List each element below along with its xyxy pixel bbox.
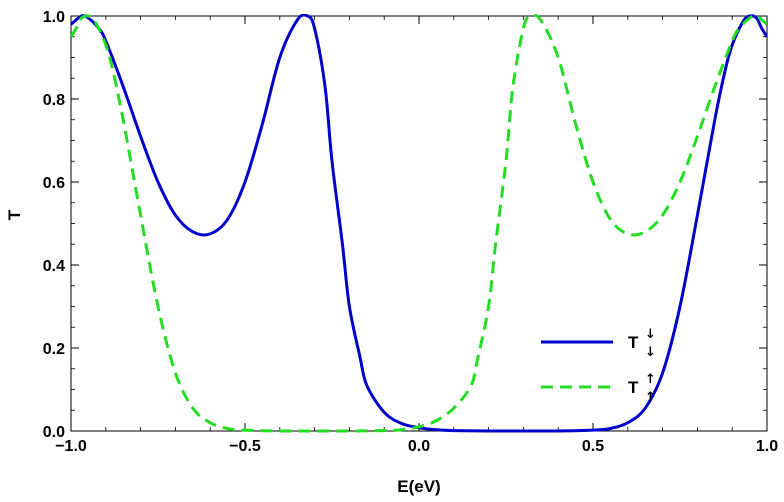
x-tick-label: 0.5 (582, 438, 604, 455)
legend-arrow-up-superscript: ↑ (645, 372, 656, 387)
legend-label-down: T (628, 333, 639, 352)
y-tick-label: 0.6 (43, 175, 65, 192)
y-tick-label: 0.2 (43, 341, 65, 358)
y-tick-label: 0.0 (43, 424, 65, 441)
legend: T ↓ ↓ T ↑ ↑ (541, 327, 656, 405)
legend-arrow-down-subscript: ↓ (645, 345, 656, 360)
tick-labels: −1.0 −0.5 0.0 0.5 1.0 0.0 0.2 0.4 0.6 0.8 1.0 (43, 9, 778, 455)
x-tick-label: −1.0 (55, 438, 87, 455)
legend-label-up: T (628, 378, 639, 397)
x-axis-label: E(eV) (397, 477, 440, 496)
legend-arrow-down-superscript: ↓ (645, 327, 656, 342)
x-tick-label: 1.0 (756, 438, 778, 455)
y-axis-label: T (5, 209, 24, 220)
x-tick-label: 0.0 (408, 438, 430, 455)
y-tick-label: 1.0 (43, 9, 65, 26)
y-tick-label: 0.8 (43, 92, 65, 109)
y-tick-label: 0.4 (43, 258, 65, 275)
series-lines (71, 14, 767, 433)
x-tick-label: −0.5 (229, 438, 261, 455)
series-line-spin-up (71, 14, 767, 433)
legend-arrow-up-subscript: ↑ (645, 390, 656, 405)
series-line-spin-down (71, 14, 767, 433)
